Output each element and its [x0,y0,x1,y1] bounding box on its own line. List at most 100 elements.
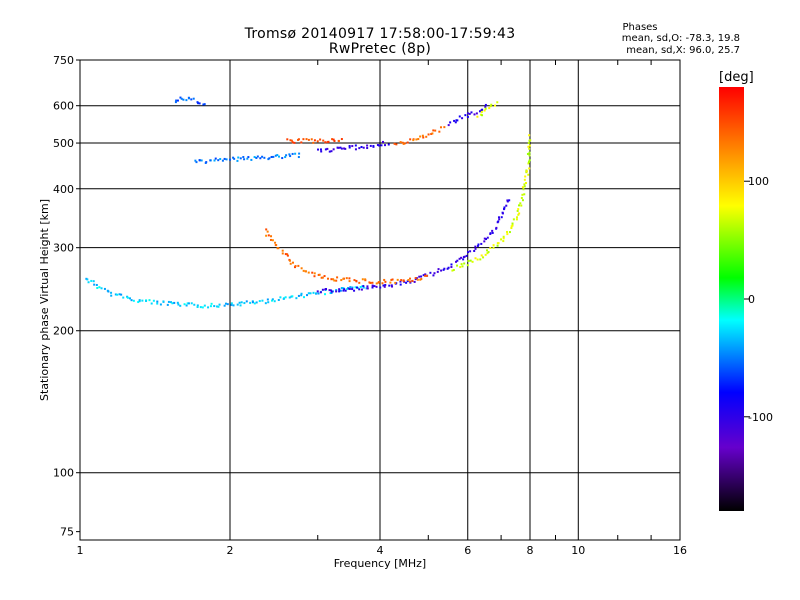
data-point [309,292,312,295]
data-point [528,147,531,150]
data-point [116,293,119,296]
data-point [489,246,492,249]
data-point [333,139,336,142]
data-point [230,302,233,305]
data-point [511,222,514,225]
data-point [128,297,131,300]
data-point [320,150,323,153]
data-point [371,286,374,289]
data-point [286,254,289,257]
data-point [258,300,261,303]
data-point [436,270,439,273]
data-point [439,126,442,129]
data-point [288,153,291,156]
data-point [339,146,342,149]
data-point [391,285,394,288]
data-point [481,114,484,117]
data-point [453,119,456,122]
data-point [364,278,367,281]
data-point [480,242,483,245]
data-point [317,148,320,151]
data-point [209,305,212,308]
data-point [173,301,176,304]
data-point [107,290,110,293]
data-point [431,132,434,135]
data-point [126,296,129,299]
data-point [247,156,250,159]
data-point [167,300,170,303]
data-point [217,305,220,308]
data-point [417,138,420,141]
data-point [324,148,327,151]
data-point [217,159,220,162]
data-point [185,99,188,102]
data-point [412,139,415,142]
data-point [159,303,162,306]
data-point [528,134,531,137]
data-point [486,236,489,239]
data-point [456,259,459,262]
data-point [100,287,103,290]
data-point [253,302,256,305]
data-point [483,109,486,112]
data-point [243,302,246,305]
data-point [484,105,487,108]
data-point [277,155,280,158]
data-point [340,147,343,150]
data-point [516,209,519,212]
data-point [330,290,333,293]
data-point [379,286,382,289]
data-point [266,298,269,301]
data-point [319,138,322,141]
data-point [288,296,291,299]
data-point [387,143,390,146]
data-point [411,279,414,282]
data-point [150,302,153,305]
data-point [403,142,406,145]
data-point [214,157,217,160]
data-point [132,299,135,302]
data-point [114,293,117,296]
data-point [496,244,499,247]
data-point [339,289,342,292]
data-point [110,291,113,294]
data-point [201,306,204,309]
data-point [500,216,503,219]
data-point [338,288,341,291]
data-point [480,254,483,257]
x-tick-label: 8 [527,544,534,557]
data-point [477,243,480,246]
data-point [476,258,479,261]
data-point [473,113,476,116]
data-point [185,304,188,307]
colorbar-tick-label: 0 [748,293,755,306]
grid [80,60,680,540]
data-point [467,259,470,262]
data-point [498,218,501,221]
data-point [508,199,511,202]
y-tick-label: 750 [53,54,74,67]
data-point [263,156,266,159]
data-point [342,287,345,290]
axis-ticks: 1 2 4 6 8 10 16 75 100 200 300 400 500 600 750 [53,54,687,557]
data-point [213,305,216,308]
data-point [330,291,333,294]
data-point [279,296,282,299]
data-point [343,147,346,150]
data-point [270,299,273,302]
data-point [490,103,493,106]
data-point [177,303,180,306]
data-point [369,144,372,147]
data-point [497,220,500,223]
data-point [394,281,397,284]
data-point [443,267,446,270]
data-point [384,280,387,283]
data-point [395,143,398,146]
data-point [432,129,435,132]
x-tick-label: 6 [464,544,471,557]
data-point [284,156,287,159]
data-point [319,148,322,151]
data-point [249,301,252,304]
data-point [348,145,351,148]
data-point [517,208,520,211]
